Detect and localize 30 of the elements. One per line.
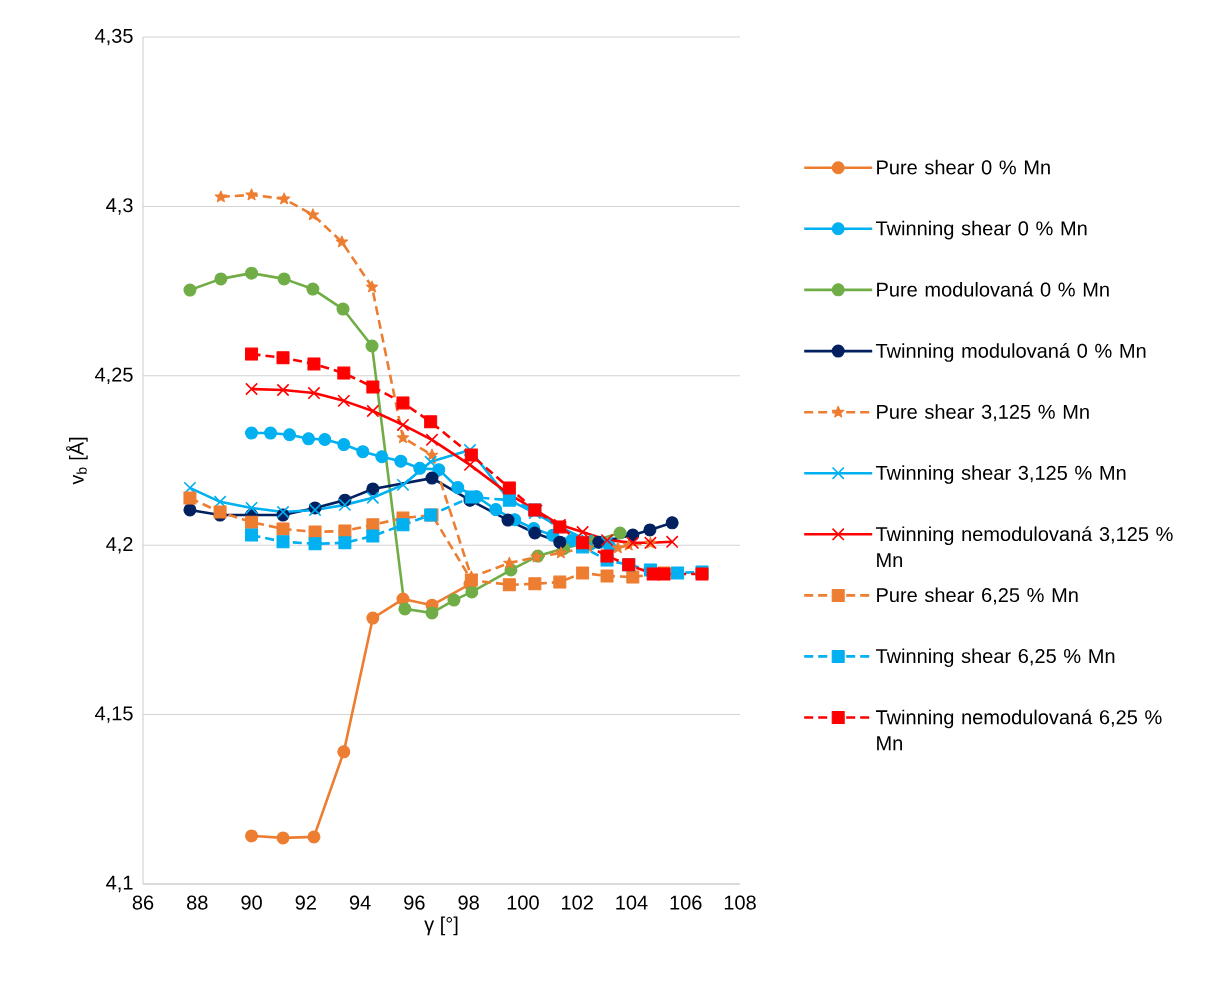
legend-label: Twinning nemodulovaná 6,25 % Mn	[875, 709, 1162, 751]
x-tick-label: 106	[670, 895, 702, 910]
x-tick-label: 94	[349, 895, 371, 910]
legend-label: Pure shear 3,125 % Mn	[877, 404, 1089, 422]
y-tick-label: 4,25	[95, 367, 133, 385]
y-tick-label: 4,35	[95, 28, 133, 46]
x-tick-label: 102	[562, 895, 593, 910]
x-tick-label: 96	[404, 895, 425, 910]
legend-label: Twinning shear 3,125 % Mn	[875, 465, 1126, 484]
x-tick-label: 98	[458, 895, 479, 910]
legend-label: Pure shear 6,25 % Mn	[877, 587, 1078, 605]
x-axis-title: γ [°]	[424, 916, 458, 936]
x-tick-label: 100	[507, 895, 539, 910]
x-tick-label: 88	[187, 895, 208, 910]
legend-label: Twinning nemodulovaná 3,125 % Mn	[875, 526, 1173, 567]
x-tick-label: 92	[295, 895, 316, 910]
y-tick-label: 4,1	[106, 875, 133, 893]
legend-label: Pure modulovaná 0 % Mn	[877, 281, 1109, 297]
y-tick-label: 4,2	[106, 536, 133, 554]
legend-label: Twinning modulovaná 0 % Mn	[875, 342, 1146, 362]
x-tick-label: 86	[132, 895, 154, 910]
legend-label: Pure shear 0 % Mn	[877, 159, 1050, 175]
legend-label: Twinning shear 6,25 % Mn	[875, 648, 1115, 668]
y-tick-label: 4,3	[106, 198, 133, 215]
x-tick-label: 90	[241, 895, 262, 910]
y-tick-label: 4,15	[95, 706, 133, 723]
x-tick-label: 108	[724, 895, 756, 910]
x-tick-label: 104	[616, 895, 648, 910]
y-axis-title: v$_{b}$ [Å]	[66, 437, 88, 485]
legend-label: Twinning shear 0 % Mn	[875, 220, 1087, 240]
